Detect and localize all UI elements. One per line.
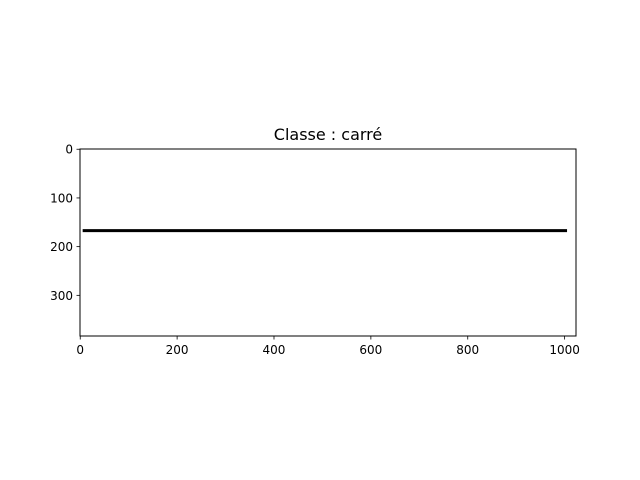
y-tick-label: 200	[50, 240, 73, 254]
y-tick-label: 0	[65, 143, 73, 157]
x-axis: 0 200 400 600 800 1000	[76, 336, 580, 357]
plot-frame	[79, 148, 577, 337]
plot-area	[80, 149, 576, 336]
x-tick-label: 800	[456, 343, 479, 357]
x-tick-label: 600	[359, 343, 382, 357]
plot-background	[80, 149, 576, 336]
chart-title: Classe : carré	[274, 125, 382, 144]
y-axis: 0 100 200 300	[50, 143, 80, 303]
x-tick-label: 200	[166, 343, 189, 357]
y-tick-label: 300	[50, 289, 73, 303]
y-tick-label: 100	[50, 191, 73, 205]
x-tick-label: 1000	[549, 343, 580, 357]
x-tick-label: 0	[76, 343, 84, 357]
x-tick-label: 400	[263, 343, 286, 357]
